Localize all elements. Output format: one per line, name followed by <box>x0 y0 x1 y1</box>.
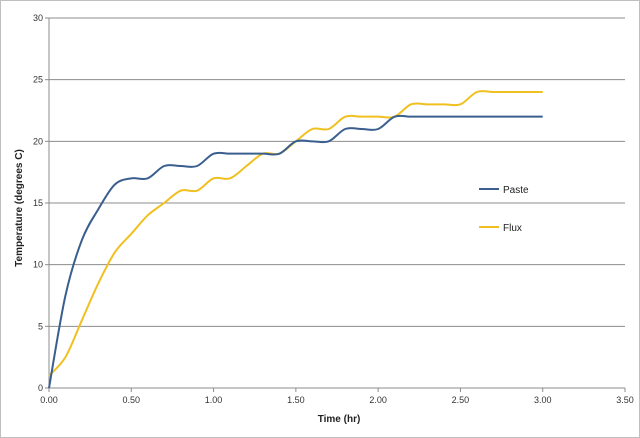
x-axis-label: Time (hr) <box>318 414 361 425</box>
y-tick-label: 15 <box>33 198 43 208</box>
legend: Paste Flux <box>479 185 529 234</box>
x-tick-label: 3.00 <box>534 395 552 405</box>
legend-label-flux: Flux <box>503 223 522 234</box>
series-line-paste <box>48 114 543 389</box>
x-tick-label: 0.00 <box>40 395 58 405</box>
x-tick-label: 0.50 <box>123 395 141 405</box>
series-lines <box>48 90 543 389</box>
x-tick-label: 2.00 <box>369 395 387 405</box>
y-tick-label: 0 <box>38 383 43 393</box>
y-tick-label: 20 <box>33 136 43 146</box>
x-tick-label: 1.00 <box>205 395 223 405</box>
y-tick-labels: 0 5 10 15 20 25 30 <box>33 13 43 393</box>
gridlines <box>49 17 625 327</box>
y-tick-label: 5 <box>38 321 43 331</box>
y-axis-label: Temperature (degrees C) <box>14 149 25 267</box>
x-tick-label: 1.50 <box>287 395 305 405</box>
legend-label-paste: Paste <box>503 185 529 196</box>
series-line-flux <box>48 90 543 377</box>
x-tick-label: 3.50 <box>616 395 634 405</box>
y-tick-label: 25 <box>33 75 43 85</box>
axes <box>45 17 626 392</box>
y-tick-label: 30 <box>33 13 43 23</box>
y-tick-label: 10 <box>33 260 43 270</box>
x-tick-label: 2.50 <box>452 395 470 405</box>
x-tick-labels: 0.00 0.50 1.00 1.50 2.00 2.50 3.00 3.50 <box>40 395 634 405</box>
